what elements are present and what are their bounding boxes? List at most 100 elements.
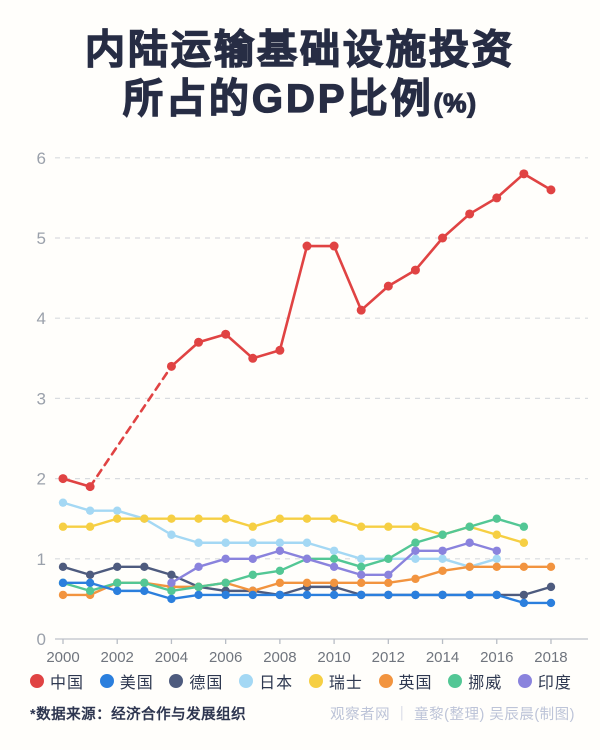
series-india-line <box>332 565 363 577</box>
series-norway-line <box>224 573 254 585</box>
x-axis-label: 2000 <box>46 649 79 666</box>
x-axis-label: 2018 <box>534 649 567 666</box>
series-uk-point <box>302 578 312 588</box>
series-norway-line <box>414 533 444 544</box>
series-norway-line <box>170 585 200 593</box>
series-switzerland-line <box>332 517 363 528</box>
series-japan-line <box>305 541 336 552</box>
series-germany-line <box>332 585 363 597</box>
series-uk-line <box>387 577 417 585</box>
footer: *数据来源：经济合作与发展组织 观察者网 ｜ 童黎(整理) 吴辰晨(制图) <box>30 703 575 724</box>
series-china-point <box>302 241 312 251</box>
series-switzerland-line <box>414 525 444 536</box>
series-india-line <box>251 549 282 560</box>
x-axis-label: 2010 <box>317 649 350 666</box>
series-usa-point <box>221 590 230 600</box>
series-usa-point <box>167 594 176 604</box>
series-china-line <box>61 477 92 488</box>
series-india-point <box>411 546 420 555</box>
series-japan-line <box>468 557 498 569</box>
legend-dot-india <box>517 674 532 688</box>
series-switzerland-line <box>468 525 498 536</box>
series-germany-point <box>546 582 556 592</box>
series-norway-point <box>275 566 285 576</box>
legend-item-germany: 德国 <box>169 669 223 693</box>
legend-item-switzerland: 瑞士 <box>308 669 363 693</box>
series-china-point <box>194 337 204 347</box>
series-norway-point <box>465 522 474 531</box>
series-china-line <box>224 332 255 360</box>
series-norway-line <box>387 541 417 560</box>
series-uk-point <box>492 562 501 572</box>
y-axis-label: 0 <box>37 630 46 649</box>
legend-dot-usa <box>99 674 114 688</box>
series-switzerland-line <box>251 517 282 528</box>
series-norway-line <box>197 581 227 589</box>
series-china-line <box>359 284 390 312</box>
data-source-note: *数据来源：经济合作与发展组织 <box>30 707 247 723</box>
series-uk-point <box>519 562 529 572</box>
series-china-point <box>546 185 556 195</box>
series-switzerland-point <box>248 522 257 531</box>
series-china-line <box>387 268 417 288</box>
series-japan-point <box>357 554 366 563</box>
legend-item-norway: 挪威 <box>448 669 502 693</box>
series-switzerland-point <box>85 522 95 531</box>
series-india-line <box>197 557 227 569</box>
series-china-line <box>278 244 309 352</box>
series-switzerland-point <box>357 522 366 531</box>
series-china-line <box>495 172 526 200</box>
series-usa-point <box>411 590 420 600</box>
series-switzerland-point <box>519 538 529 547</box>
series-norway-point <box>492 514 501 523</box>
series-uk-line <box>441 565 471 573</box>
series-china-point <box>166 361 176 371</box>
series-japan-point <box>167 530 176 539</box>
series-uk-point <box>329 578 339 588</box>
legend-label-germany: 德国 <box>189 675 224 692</box>
y-axis-label: 1 <box>37 550 46 569</box>
series-switzerland-point <box>113 514 122 523</box>
series-india-point <box>465 538 474 547</box>
title-percent-suffix: (%) <box>433 87 478 118</box>
series-norway-point <box>167 586 176 596</box>
legend-label-japan: 日本 <box>259 675 294 692</box>
series-switzerland-point <box>194 514 203 523</box>
series-japan-point <box>221 538 230 547</box>
series-germany-line <box>143 565 173 577</box>
series-uk-point <box>384 578 393 588</box>
series-china-point <box>248 353 258 363</box>
series-japan-point <box>58 498 68 507</box>
series-usa-point <box>384 590 393 600</box>
series-japan-line <box>116 509 146 520</box>
series-china-line <box>332 244 363 312</box>
series-usa-line <box>88 581 119 593</box>
series-china-line <box>441 212 471 240</box>
series-usa-point <box>140 586 149 596</box>
series-japan-point <box>85 506 95 515</box>
series-uk-line <box>251 581 282 593</box>
series-japan-line <box>143 517 173 536</box>
series-usa-point <box>329 590 339 600</box>
series-usa-line <box>170 593 200 601</box>
series-norway-point <box>329 554 339 563</box>
series-japan-point <box>492 554 501 563</box>
series-india-point <box>167 578 176 588</box>
series-uk-line <box>224 581 254 593</box>
series-norway-line <box>61 581 92 593</box>
x-axis-label: 2004 <box>155 649 188 666</box>
legend-item-uk: 英国 <box>378 669 433 693</box>
series-norway-line <box>143 581 173 593</box>
series-germany-point <box>167 570 176 580</box>
series-japan-line <box>332 549 363 560</box>
series-germany-point <box>113 562 122 572</box>
series-usa-point <box>275 590 285 600</box>
series-norway-point <box>85 586 95 596</box>
series-norway-point <box>140 578 149 588</box>
series-norway-line <box>441 525 471 536</box>
series-japan-line <box>61 501 92 512</box>
series-usa-point <box>546 598 556 608</box>
legend-label-usa: 美国 <box>119 675 154 692</box>
series-norway-point <box>411 538 420 547</box>
x-axis-label: 2008 <box>263 649 296 666</box>
